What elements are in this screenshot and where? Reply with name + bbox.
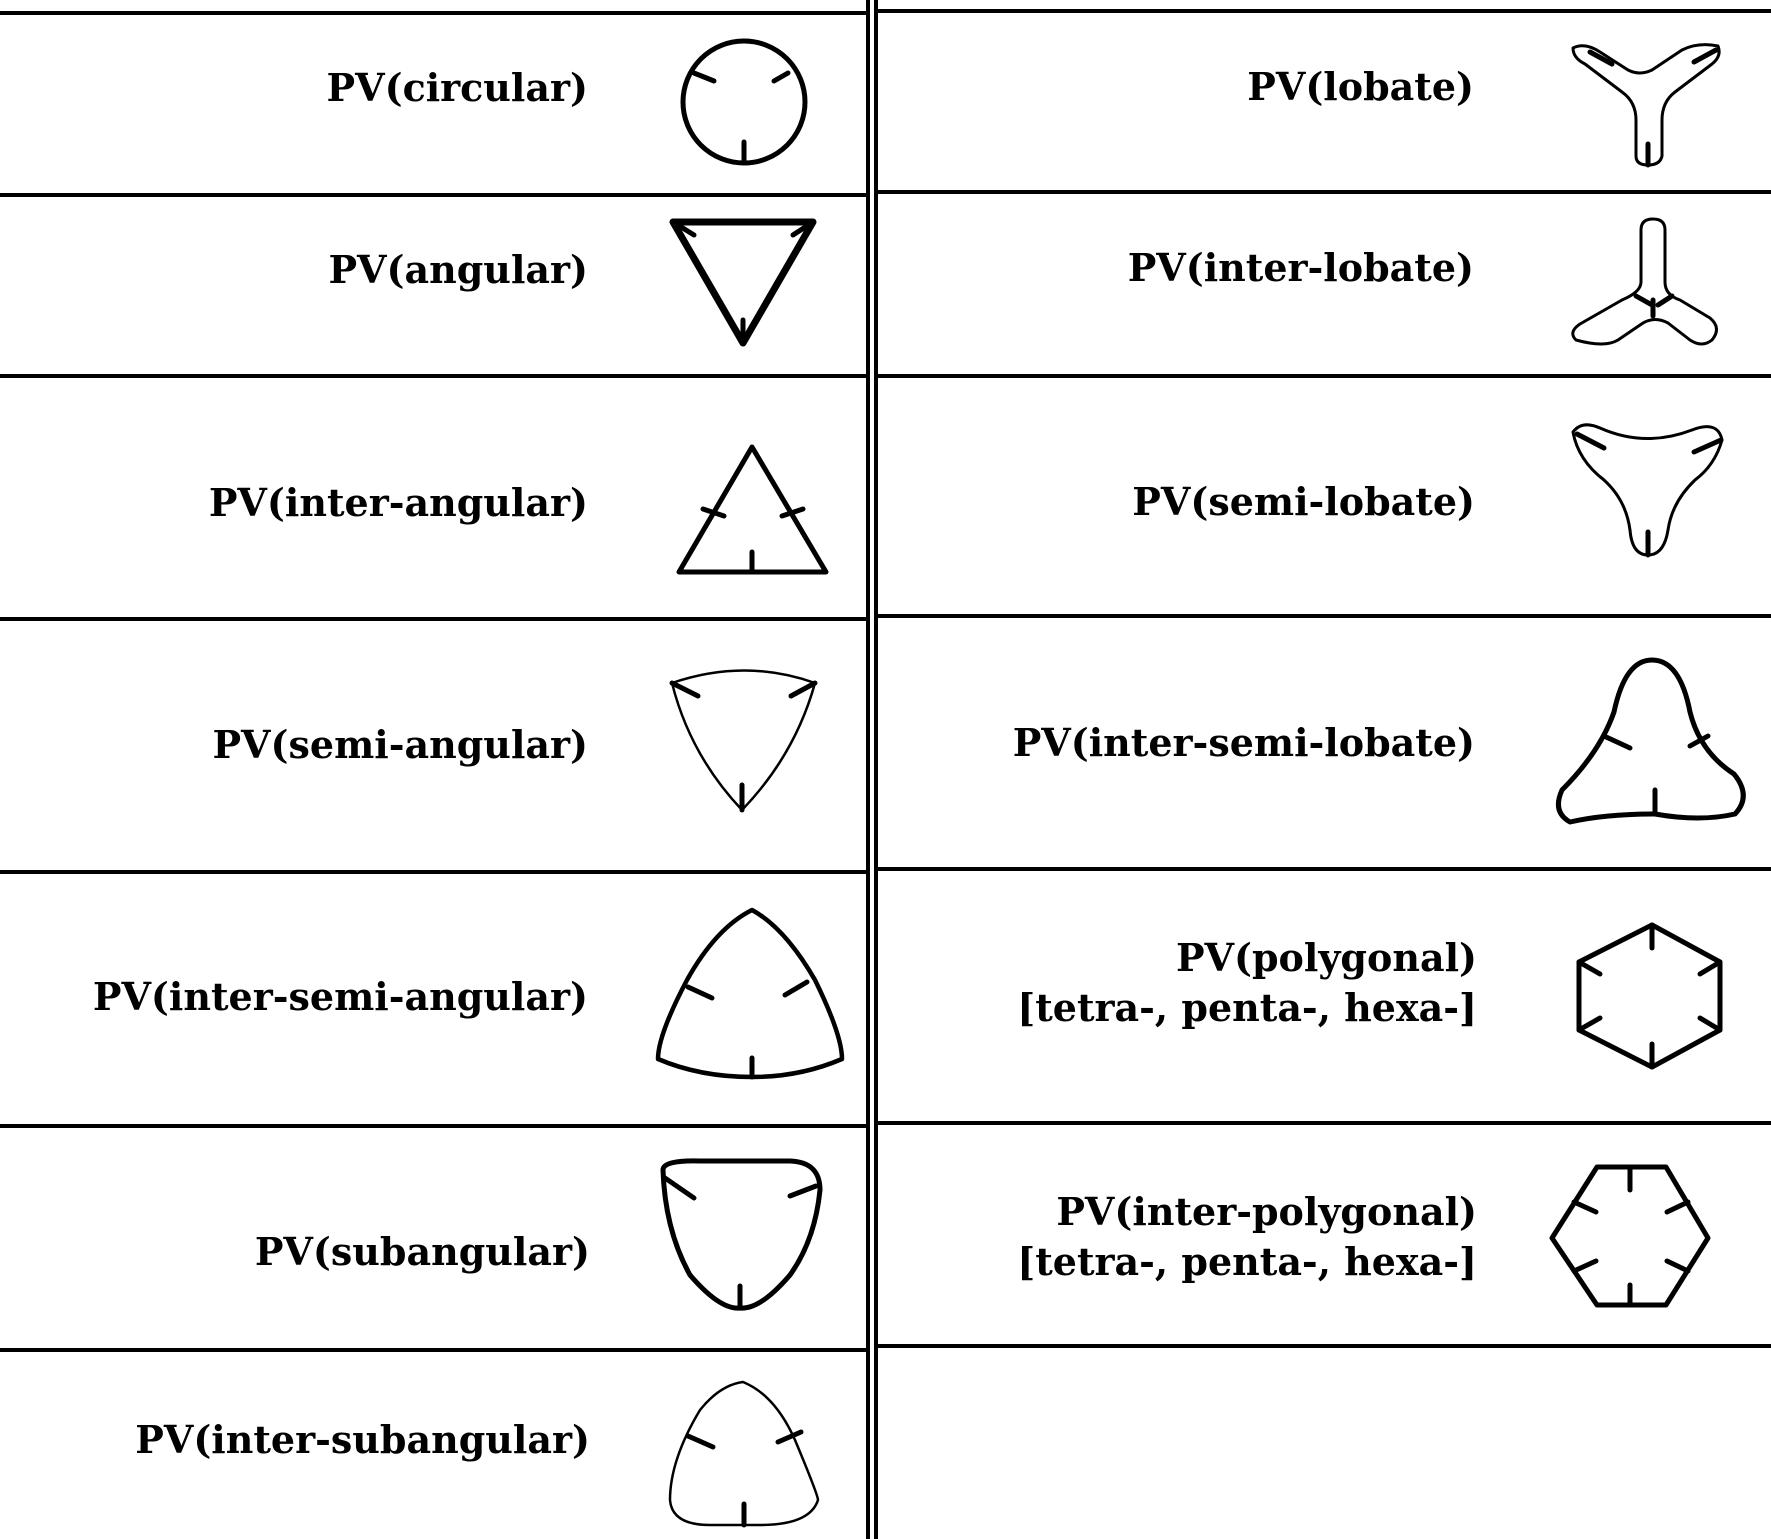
label-pv-inter-polygonal-line2: [tetra-, penta-, hexa-] bbox=[1017, 1239, 1477, 1284]
semi-angular-shape-icon bbox=[669, 669, 818, 813]
inter-subangular-shape-icon bbox=[668, 1380, 820, 1528]
label-pv-inter-semi-lobate: PV(inter-semi-lobate) bbox=[1012, 720, 1475, 765]
inter-polygonal-shape-icon bbox=[1549, 1164, 1711, 1308]
semi-lobate-shape-icon bbox=[1571, 423, 1724, 558]
polygonal-shape-icon bbox=[1576, 922, 1723, 1070]
inter-angular-shape-icon bbox=[676, 444, 829, 575]
label-pv-circular: PV(circular) bbox=[326, 65, 588, 110]
label-pv-polygonal: PV(polygonal) [tetra-, penta-, hexa-] bbox=[1017, 933, 1477, 1033]
label-pv-polygonal-line2: [tetra-, penta-, hexa-] bbox=[1017, 985, 1477, 1030]
inter-lobate-shape-icon bbox=[1571, 217, 1718, 346]
label-pv-polygonal-line1: PV(polygonal) bbox=[1175, 935, 1477, 980]
label-pv-semi-lobate: PV(semi-lobate) bbox=[1132, 479, 1475, 524]
label-pv-inter-angular: PV(inter-angular) bbox=[208, 480, 588, 525]
label-pv-inter-semi-angular: PV(inter-semi-angular) bbox=[92, 974, 588, 1019]
label-pv-inter-polygonal: PV(inter-polygonal) [tetra-, penta-, hex… bbox=[1017, 1187, 1477, 1287]
label-pv-subangular: PV(subangular) bbox=[254, 1229, 590, 1274]
label-pv-inter-polygonal-line1: PV(inter-polygonal) bbox=[1056, 1189, 1477, 1234]
subangular-shape-icon bbox=[660, 1158, 823, 1311]
inter-semi-angular-shape-icon bbox=[655, 907, 845, 1080]
label-pv-semi-angular: PV(semi-angular) bbox=[212, 722, 588, 767]
lobate-shape-icon bbox=[1571, 43, 1721, 168]
label-pv-angular: PV(angular) bbox=[328, 247, 588, 292]
angular-shape-icon bbox=[669, 218, 817, 347]
inter-semi-lobate-shape-icon bbox=[1555, 657, 1746, 825]
circular-shape-icon bbox=[680, 38, 808, 166]
label-pv-inter-subangular: PV(inter-subangular) bbox=[135, 1417, 590, 1462]
label-pv-inter-lobate: PV(inter-lobate) bbox=[1127, 245, 1474, 290]
label-pv-lobate: PV(lobate) bbox=[1247, 64, 1474, 109]
